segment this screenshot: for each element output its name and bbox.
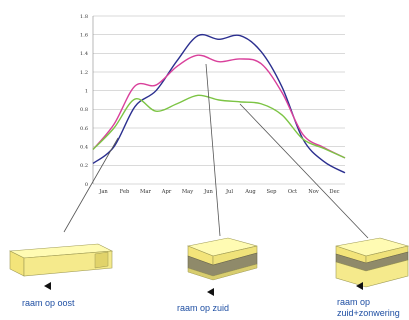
y-tick-label: 0.4	[80, 144, 88, 150]
x-tick-label: Mar	[140, 189, 151, 195]
x-tick-label: Jul	[225, 189, 233, 195]
x-tick-label: Jun	[203, 189, 213, 195]
pointer-line-south	[205, 63, 221, 237]
y-tick-label: 0	[85, 182, 88, 188]
caption-south-shading-line2: zuid+zonwering	[337, 308, 400, 318]
x-tick-label: Aug	[244, 189, 256, 195]
series-line-3	[92, 94, 346, 159]
caption-south-shading-line1: raam op	[337, 297, 370, 307]
series-line-1	[92, 33, 346, 174]
y-tick-label: 0.8	[80, 107, 88, 113]
x-tick-label: Sep	[267, 189, 278, 195]
x-tick-label: Oct	[288, 189, 298, 195]
series-line-2	[92, 54, 346, 159]
window-model-south-shading	[335, 237, 409, 288]
triangle-marker-south	[207, 288, 214, 296]
y-axis-ticks: 0 0.2 0.4 0.6 0.8 1 1.2 1.4 1.6 1.8	[80, 14, 88, 188]
caption-east: raam op oost	[22, 298, 75, 308]
y-tick-label: 1.8	[80, 14, 88, 20]
y-tick-label: 1.2	[80, 70, 88, 76]
y-tick-label: 1	[85, 88, 88, 94]
y-tick-label: 1.6	[80, 32, 88, 38]
window-model-south	[186, 237, 258, 281]
caption-south: raam op zuid	[177, 303, 229, 313]
pointer-lines	[63, 63, 369, 239]
x-tick-label: Feb	[120, 189, 130, 195]
x-axis-ticks: Jan Feb Mar Apr May Jun Jul Aug Sep Oct Nov Dec	[98, 189, 339, 195]
window-model-east	[8, 243, 114, 277]
y-tick-label: 0.2	[80, 163, 88, 169]
x-tick-label: Apr	[161, 189, 172, 195]
chart-series	[92, 33, 346, 174]
x-tick-label: Jan	[98, 189, 108, 195]
chart-grid	[92, 15, 345, 185]
x-tick-label: Nov	[308, 189, 319, 195]
x-tick-label: Dec	[329, 189, 339, 195]
x-tick-label: May	[182, 189, 193, 195]
triangle-marker-south-shading	[356, 282, 363, 290]
y-tick-label: 1.4	[80, 51, 88, 57]
pointer-line-south-shading	[239, 103, 369, 239]
triangle-marker-east	[44, 282, 51, 290]
pointer-line-east	[63, 137, 119, 233]
y-tick-label: 0.6	[80, 126, 88, 132]
